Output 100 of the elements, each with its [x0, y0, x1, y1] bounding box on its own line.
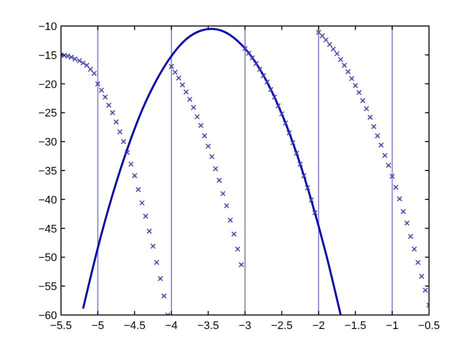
point: [168, 64, 174, 70]
y-tick-label: −40: [38, 194, 57, 206]
point: [62, 52, 68, 58]
x-tick-label: −3.5: [197, 320, 220, 332]
point: [136, 186, 141, 192]
point: [231, 231, 237, 237]
point: [275, 103, 281, 108]
point: [250, 55, 256, 60]
point: [206, 144, 211, 149]
x-tick-label: −1: [386, 320, 398, 332]
point: [212, 166, 218, 172]
point: [190, 104, 196, 110]
point: [408, 234, 414, 240]
point: [279, 111, 284, 117]
point: [84, 62, 90, 68]
point: [418, 274, 424, 279]
point: [282, 120, 288, 126]
point: [120, 138, 126, 144]
point: [142, 213, 148, 219]
point: [400, 208, 406, 214]
point: [268, 86, 274, 92]
point: [202, 133, 208, 139]
point: [183, 89, 189, 95]
point: [234, 246, 240, 252]
point: [286, 130, 292, 136]
point: [356, 90, 362, 96]
point: [209, 154, 215, 160]
x-tick-label: −5.5: [50, 320, 72, 332]
point: [88, 66, 94, 72]
point: [334, 51, 340, 56]
y-tick-label: −30: [38, 136, 57, 149]
y-tick-label: −15: [38, 50, 57, 62]
point: [132, 173, 138, 178]
point: [124, 150, 130, 156]
point: [158, 276, 164, 282]
y-tick-label: −60: [38, 310, 57, 322]
x-tick-label: −2: [312, 320, 325, 332]
point: [338, 56, 344, 62]
point: [128, 161, 134, 167]
point: [404, 220, 410, 226]
point: [371, 124, 376, 130]
point: [64, 53, 70, 59]
point: [349, 76, 354, 82]
point: [154, 260, 160, 266]
point: [382, 152, 388, 158]
point: [264, 79, 270, 85]
point: [290, 140, 296, 146]
y-tick-label: −55: [38, 281, 57, 294]
y-tick-label: −45: [38, 223, 57, 236]
point: [139, 200, 145, 206]
x-tick-label: −3: [238, 320, 252, 332]
point: [386, 162, 392, 168]
x-tick-label: −4.5: [124, 320, 146, 332]
x-tick-label: −1.5: [344, 320, 366, 332]
point: [80, 60, 86, 66]
point: [320, 33, 325, 39]
point: [367, 114, 373, 120]
point: [390, 174, 395, 179]
point: [415, 260, 421, 266]
point: [308, 197, 314, 203]
point: [176, 75, 182, 81]
point: [257, 66, 262, 72]
point: [374, 133, 380, 139]
x-tick-label: −0.5: [418, 320, 440, 332]
point: [228, 218, 233, 223]
point: [396, 196, 402, 202]
point: [294, 150, 300, 156]
y-tick-label: −20: [38, 78, 57, 91]
point: [198, 122, 204, 128]
point: [150, 244, 156, 249]
point: [68, 54, 74, 60]
point: [146, 228, 152, 234]
point: [260, 73, 266, 78]
point: [316, 30, 322, 36]
point: [216, 178, 222, 184]
point: [323, 37, 329, 43]
point: [342, 62, 348, 68]
point: [301, 173, 307, 178]
point: [352, 82, 358, 88]
point: [172, 70, 178, 75]
point: [360, 98, 366, 104]
point: [345, 68, 351, 74]
point: [253, 60, 259, 66]
point: [102, 94, 108, 100]
point: [91, 70, 97, 76]
point: [298, 161, 303, 167]
point: [242, 46, 248, 52]
point: [114, 119, 119, 125]
point: [304, 185, 310, 191]
y-tick-label: −10: [38, 21, 57, 33]
point: [106, 102, 112, 108]
point: [422, 287, 428, 293]
point: [161, 293, 167, 299]
point: [187, 96, 192, 102]
line-series: [82, 28, 342, 315]
point: [330, 46, 336, 52]
point: [378, 142, 384, 148]
y-tick-label: −25: [38, 108, 57, 120]
y-tick-label: −35: [38, 166, 57, 178]
point: [364, 106, 370, 112]
